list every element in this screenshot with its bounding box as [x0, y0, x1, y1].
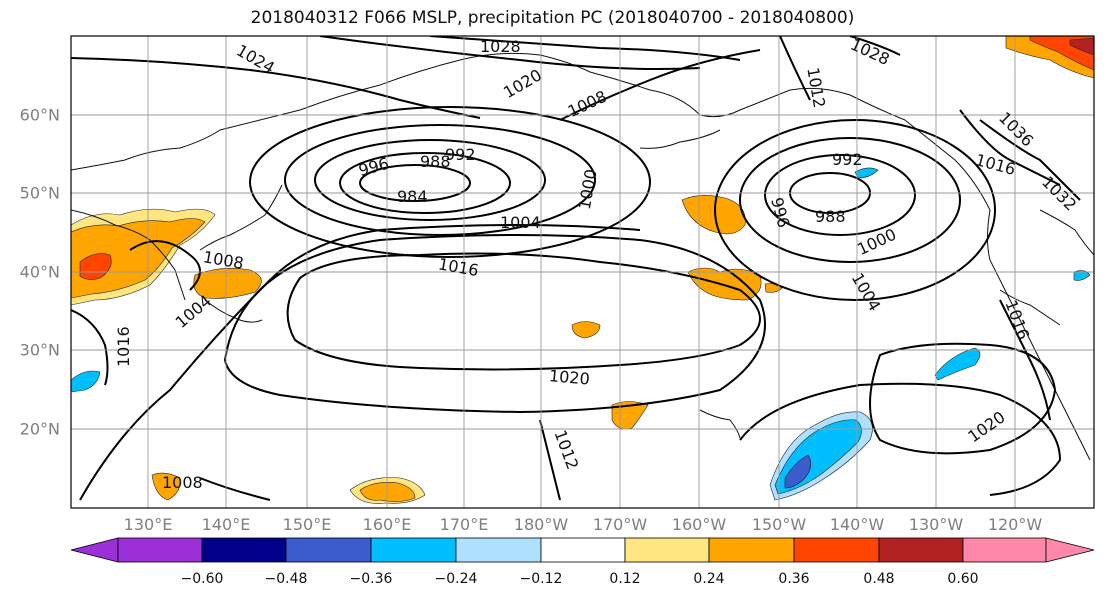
contour-label: 1016	[437, 254, 480, 280]
lon-label: 120°W	[987, 515, 1043, 534]
lon-label: 160°W	[671, 515, 727, 534]
contour-label: 1012	[551, 427, 583, 472]
map-frame	[70, 35, 1095, 509]
lat-label-30n: 30°N	[19, 340, 60, 360]
contour-label: 1016	[114, 326, 133, 367]
contour-label: 1028	[848, 35, 893, 69]
contour-label: 1036	[995, 108, 1037, 150]
contour-label: 1020	[964, 407, 1008, 446]
contour-label: 988	[420, 152, 451, 171]
lat-label-20n: 20°N	[19, 419, 60, 439]
contour-label: 992	[832, 150, 863, 169]
contour-label: 1004	[500, 213, 541, 232]
contour-label: 1020	[548, 366, 590, 388]
colorbar-tick: 0.48	[863, 571, 895, 587]
contour-label: 1008	[202, 247, 245, 273]
lat-label-50n: 50°N	[19, 183, 60, 203]
contour-label: 1024	[233, 41, 278, 78]
colorbar-tick: −0.12	[519, 571, 563, 587]
lon-label: 170°E	[439, 515, 489, 534]
colorbar-tick: 0.24	[693, 571, 725, 587]
lon-label: 150°E	[282, 515, 332, 534]
contour-label: 996	[357, 154, 391, 180]
lon-label: 150°W	[751, 515, 807, 534]
lon-label: 170°W	[592, 515, 648, 534]
lon-label: 180°W	[513, 515, 569, 534]
lat-label-40n: 40°N	[19, 262, 60, 282]
lon-label: 140°E	[201, 515, 251, 534]
map-title: 2018040312 F066 MSLP, precipitation PC (…	[250, 8, 855, 28]
contour-label: 1008	[162, 473, 203, 492]
contour-label: 988	[815, 207, 846, 226]
contour-label: 992	[445, 145, 476, 164]
contour-label: 984	[397, 187, 428, 206]
contour-label: 1016	[973, 150, 1017, 179]
colorbar-tick: −0.24	[434, 571, 478, 587]
contour-labels: 1024 1028 1020 1008 1012 1028 1036 1016 …	[114, 35, 1080, 492]
contour-label: 1000	[575, 168, 601, 211]
lon-label: 140°W	[829, 515, 885, 534]
mslp-contours	[71, 36, 1081, 501]
coastlines	[71, 52, 1094, 461]
colorbar-tick: 0.36	[778, 571, 810, 587]
lon-label: 130°E	[123, 515, 173, 534]
precip-positive-areas	[71, 36, 1094, 504]
contour-label: 1012	[803, 66, 829, 109]
contour-label: 1008	[565, 87, 610, 121]
contour-label: 996	[767, 195, 793, 229]
contour-label: 1020	[500, 65, 545, 102]
contour-label: 1004	[848, 270, 885, 315]
contour-label: 1028	[480, 37, 521, 56]
colorbar-tick: 0.60	[947, 571, 979, 587]
colorbar-tick: −0.48	[264, 571, 308, 587]
colorbar	[70, 537, 1095, 563]
lat-label-60n: 60°N	[19, 105, 60, 125]
lon-label: 160°E	[362, 515, 412, 534]
colorbar-tick: −0.36	[349, 571, 393, 587]
graticule	[71, 36, 1094, 508]
colorbar-tick: 0.12	[609, 571, 641, 587]
lon-label: 130°W	[908, 515, 964, 534]
colorbar-tick: −0.60	[180, 571, 224, 587]
